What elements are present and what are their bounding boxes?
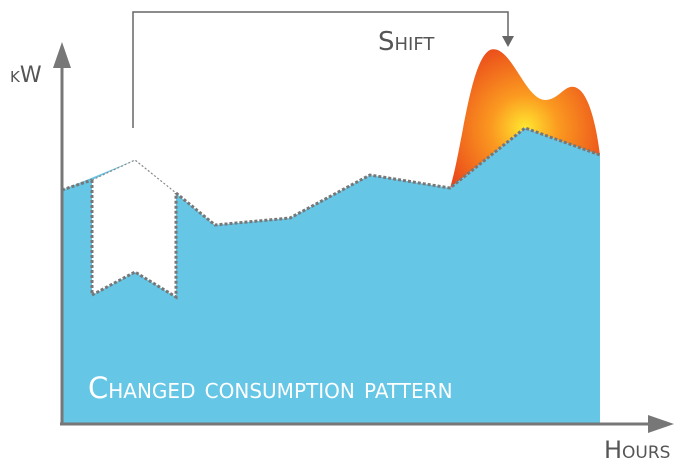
pattern-label: Changed consumption pattern [88,371,453,405]
shift-arrowhead [502,36,514,47]
profile-line [175,126,601,227]
shift-label: Shift [378,27,435,57]
shift-arrow [132,11,509,128]
notch-outline [90,180,178,300]
profile-line [61,178,93,192]
x-axis-label: Hours [604,436,670,464]
consumption-area [62,128,600,424]
y-axis-label: kW [10,63,42,88]
removed-load [92,160,176,297]
y-axis-arrow [53,42,71,68]
x-axis-arrow [648,415,674,433]
shifted-peak [450,49,600,188]
